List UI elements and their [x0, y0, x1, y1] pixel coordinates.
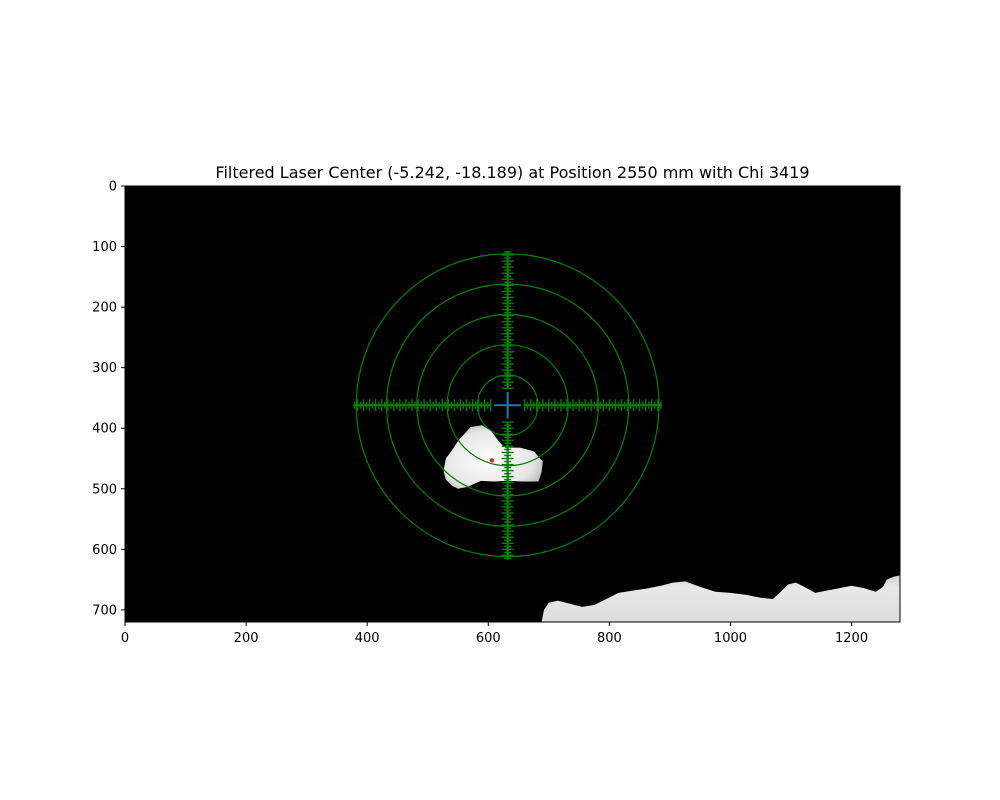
y-tick-label: 600 [92, 543, 117, 558]
chart-title: Filtered Laser Center (-5.242, -18.189) … [215, 163, 809, 182]
reticle-arm-up [501, 250, 514, 389]
plot-frame [124, 185, 901, 623]
reticle-arm-left [353, 399, 492, 412]
x-tick-label: 1200 [835, 631, 868, 646]
y-tick-label: 100 [92, 240, 117, 255]
y-tick-label: 0 [109, 180, 117, 195]
x-tick-label: 800 [597, 631, 622, 646]
x-tick-label: 400 [355, 631, 380, 646]
reticle-arm-down [501, 421, 514, 560]
y-tick-label: 400 [92, 422, 117, 437]
laser-center-point [489, 458, 495, 463]
x-tick-label: 600 [476, 631, 501, 646]
y-tick-label: 500 [92, 482, 117, 497]
y-tick-label: 300 [92, 361, 117, 376]
x-tick-label: 200 [234, 631, 259, 646]
y-tick-label: 700 [92, 603, 117, 618]
x-tick-label: 0 [121, 631, 129, 646]
reticle-arm-right [523, 399, 663, 412]
bottom-glare-region [541, 575, 900, 622]
y-axis: 0 100 200 300 400 500 600 700 [92, 180, 125, 618]
plot-content [353, 250, 900, 622]
laser-spot-region [443, 425, 543, 489]
y-tick-label: 200 [92, 301, 117, 316]
x-axis: 0 200 400 600 800 1000 1200 [121, 622, 868, 646]
x-tick-label: 1000 [714, 631, 747, 646]
